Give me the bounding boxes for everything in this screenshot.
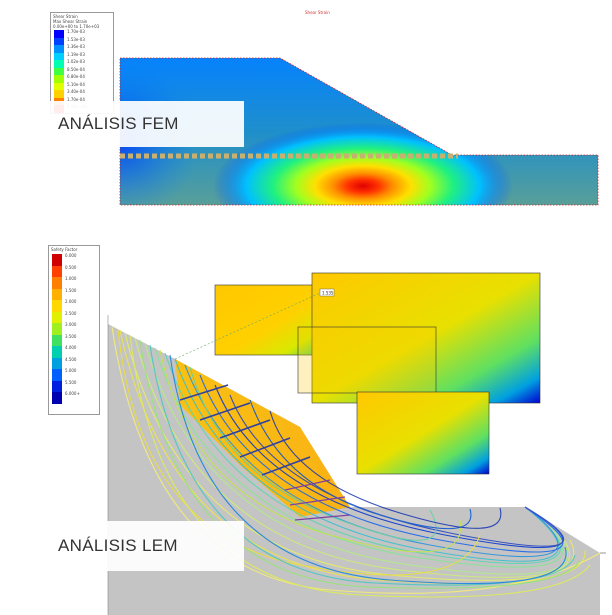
lem-lower-anchors	[284, 479, 351, 521]
legend-swatch	[52, 265, 62, 277]
fem-caption: ANÁLISIS FEM	[49, 101, 244, 147]
legend-tick-label: 3.000	[65, 322, 77, 327]
legend-tick-label: 4.500	[65, 356, 77, 362]
fem-analysis-panel: Shear Strain Shear Strain Max Shear Stra…	[0, 0, 612, 215]
legend-tick-label: 0.500	[65, 264, 77, 270]
legend-tick-label: 3.40e-04	[67, 89, 85, 94]
legend-tick-label: 1.70e-03	[67, 29, 85, 34]
legend-tick-label: 1.70e-04	[67, 96, 85, 102]
legend-swatch	[52, 311, 62, 323]
legend-tick-label: 3.500	[65, 333, 77, 339]
legend-tick-label: 5.500	[65, 379, 77, 385]
lem-fs-box	[319, 288, 335, 297]
fem-legend-title-2: Max Shear Strain	[53, 19, 88, 24]
legend-swatch	[54, 37, 64, 45]
legend-swatch	[54, 75, 64, 83]
legend-tick-label: 6.000+	[65, 391, 80, 396]
legend-swatch	[52, 392, 62, 404]
legend-swatch	[52, 334, 62, 346]
legend-swatch	[54, 60, 64, 68]
legend-swatch	[52, 346, 62, 358]
legend-swatch	[52, 300, 62, 312]
legend-tick-label: 5.10e-04	[67, 81, 85, 87]
lem-analysis-panel: 1.535 Safety Factor 0.000 0.500 1.000 1.500…	[0, 235, 612, 615]
fem-mesh-boundary	[119, 57, 599, 206]
legend-tick-label: 8.50e-04	[67, 66, 85, 72]
legend-tick-label: 1.500	[65, 287, 77, 293]
legend-tick-label: 0.000	[65, 253, 77, 258]
lem-contour-inset-2	[311, 272, 541, 404]
lem-contour-inset-4	[356, 391, 490, 475]
legend-swatch	[52, 288, 62, 300]
legend-tick-label: 5.000	[65, 368, 77, 373]
lem-anchors	[179, 384, 311, 476]
legend-swatch	[52, 380, 62, 392]
legend-swatch	[52, 254, 62, 266]
legend-tick-label: 1.53e-03	[67, 36, 85, 42]
legend-tick-label: 6.80e-04	[67, 74, 85, 79]
legend-swatch	[52, 357, 62, 369]
lem-caption: ANÁLISIS LEM	[49, 521, 244, 571]
legend-tick-label: 1.000	[65, 276, 77, 281]
lem-legend-swatches	[52, 254, 62, 404]
legend-swatch	[54, 90, 64, 98]
lem-slip-surfaces	[111, 326, 601, 598]
lem-fs-label: 1.535	[322, 291, 334, 296]
legend-swatch	[52, 369, 62, 381]
legend-tick-label: 4.000	[65, 345, 77, 350]
legend-swatch	[52, 323, 62, 335]
legend-tick-label: 2.500	[65, 310, 77, 316]
legend-tick-label: 2.000	[65, 299, 77, 304]
legend-swatch	[54, 67, 64, 75]
legend-swatch	[54, 82, 64, 90]
legend-swatch	[54, 52, 64, 60]
fem-legend: Shear Strain Max Shear Strain 0.00e+00 t…	[50, 12, 114, 114]
lem-legend: Safety Factor 0.000 0.500 1.000 1.500 2.000 2…	[48, 245, 100, 415]
lem-contour-inset-3	[297, 326, 437, 394]
lem-sliding-mass	[175, 359, 350, 517]
lem-legend-title: Safety Factor	[51, 247, 78, 252]
legend-tick-label: 1.19e-03	[67, 51, 85, 57]
legend-swatch	[54, 45, 64, 53]
lem-center-ray	[174, 292, 321, 360]
legend-tick-label: 1.36e-03	[67, 44, 85, 49]
legend-tick-label: 1.02e-03	[67, 59, 85, 64]
legend-swatch	[52, 277, 62, 289]
lem-contour-inset-1	[214, 284, 326, 356]
fem-plot-title: Shear Strain	[305, 10, 330, 15]
fem-legend-title-1: Shear Strain	[53, 14, 78, 19]
fem-legend-title-3: 0.00e+00 to 1.70e+03	[53, 24, 100, 29]
legend-swatch	[54, 30, 64, 38]
